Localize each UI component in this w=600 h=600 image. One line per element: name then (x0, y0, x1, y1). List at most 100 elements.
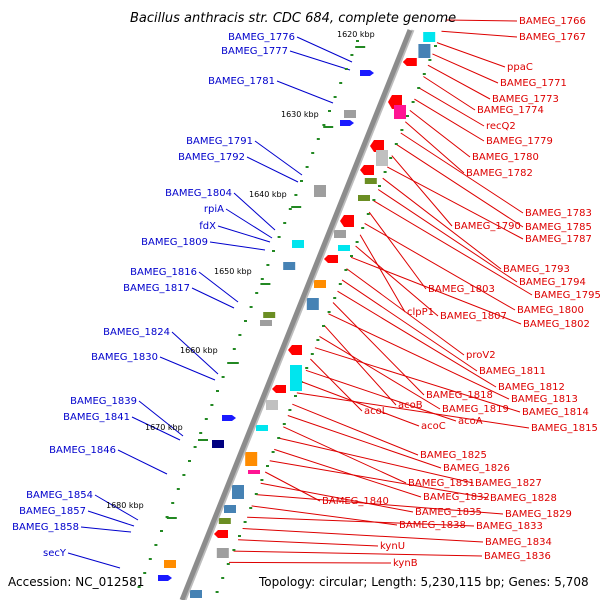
gene-label-right: BAMEG_1803 (428, 284, 495, 295)
minor-tick-left (305, 166, 309, 168)
gene-block (344, 110, 356, 118)
minor-tick-right (221, 577, 225, 579)
minor-tick-right (249, 507, 253, 509)
connector-line-left (276, 80, 334, 104)
gene-block (423, 32, 436, 42)
gene-label-right: BAMEG_1826 (443, 463, 510, 474)
kbp-tick-label: 1670 kbp (145, 423, 183, 432)
minor-tick-right (361, 227, 365, 229)
gene-block (248, 470, 260, 474)
gene-label-right: BAMEG_1800 (517, 305, 584, 316)
gene-block (376, 150, 388, 166)
minor-tick-right (355, 241, 359, 243)
connector-line-right (414, 98, 485, 142)
gene-block (263, 312, 276, 318)
minor-tick-left (356, 40, 359, 42)
minor-tick-left (176, 488, 180, 490)
connector-line-right (278, 437, 474, 484)
minor-tick-right (366, 213, 370, 215)
backbone-shadow (183, 29, 415, 600)
connector-line-left (131, 416, 181, 441)
gene-label-right: BAMEG_1811 (479, 366, 546, 377)
gene-label-left: BAMEG_1858 (12, 522, 79, 533)
gene-label-left: BAMEG_1777 (221, 46, 288, 57)
connector-line-left (80, 526, 132, 533)
minor-tick-left (188, 460, 191, 462)
gene-label-right: BAMEG_1825 (420, 450, 487, 461)
minor-tick-left (210, 404, 214, 406)
label-connector-lines (67, 19, 533, 569)
gene-block (218, 518, 231, 524)
minor-tick-left (232, 348, 236, 350)
connector-line-right (323, 324, 397, 406)
connector-line-right (301, 381, 420, 427)
connector-line-right (436, 42, 506, 68)
gene-label-left: BAMEG_1854 (26, 490, 93, 501)
gene-label-left: BAMEG_1792 (178, 152, 245, 163)
gene-label-right: BAMEG_1831 (408, 478, 475, 489)
minor-tick-left (238, 334, 242, 336)
connector-line-left (87, 510, 135, 527)
minor-tick-left (322, 124, 326, 126)
gene-block (292, 240, 304, 248)
gene-label-right: clpP1 (407, 307, 434, 318)
connector-line-right (337, 290, 497, 388)
gene-label-right: proV2 (466, 350, 496, 361)
gene-label-right: BAMEG_1795 (534, 290, 600, 301)
minor-tick-right (271, 451, 275, 453)
minor-tick-right (282, 423, 286, 425)
connector-line-right (441, 30, 518, 38)
gene-label-right: BAMEG_1832 (423, 492, 490, 503)
gene-block (290, 365, 302, 391)
minor-tick-left (199, 432, 203, 434)
backbone-line (179, 29, 413, 600)
gene-label-right: BAMEG_1814 (522, 407, 589, 418)
minor-tick-right (417, 87, 421, 89)
connector-line-right (247, 516, 475, 527)
reverse-gene-arrow (340, 215, 354, 227)
minor-tick-left (244, 320, 247, 322)
connector-line-right (445, 19, 518, 22)
connector-line-left (233, 192, 276, 231)
minor-tick-left (311, 152, 315, 154)
reverse-gene-arrow (214, 530, 228, 538)
gene-label-right: BAMEG_1774 (477, 105, 544, 116)
minor-tick-left (316, 138, 320, 140)
connector-line-right (396, 143, 524, 228)
gene-block (358, 195, 370, 201)
gene-block (256, 425, 268, 431)
minor-tick-left (328, 110, 331, 112)
minor-tick-right (232, 549, 236, 551)
gene-label-right: BAMEG_1834 (485, 537, 552, 548)
gene-block (283, 262, 296, 270)
gene-label-right: BAMEG_1840 (322, 496, 389, 507)
gene-label-left: BAMEG_1781 (208, 76, 275, 87)
connector-line-left (225, 208, 273, 239)
gene-label-left: BAMEG_1817 (123, 283, 190, 294)
connector-line-right (287, 415, 442, 469)
gene-block (394, 105, 406, 119)
minor-tick-left (266, 264, 270, 266)
gene-label-right: acoL (364, 406, 388, 417)
gene-label-right: BAMEG_1833 (476, 521, 543, 532)
gene-label-right: BAMEG_1827 (475, 478, 542, 489)
gene-label-left: BAMEG_1857 (19, 506, 86, 517)
connector-line-right (233, 550, 483, 557)
connector-line-left (198, 271, 239, 303)
minor-tick-left (277, 236, 281, 238)
gene-label-right: BAMEG_1819 (442, 404, 509, 415)
gene-label-right: BAMEG_1785 (525, 222, 592, 233)
connector-line-right (350, 256, 522, 325)
connector-line-right (238, 539, 379, 547)
minor-tick-left (227, 362, 231, 364)
gene-block (245, 452, 258, 466)
connector-line-right (359, 234, 406, 313)
connector-line-right (364, 222, 516, 311)
connector-line-right (256, 494, 504, 515)
kbp-tick-label: 1640 kbp (249, 190, 287, 199)
gene-label-right: BAMEG_1836 (484, 551, 551, 562)
connector-line-right (368, 211, 427, 290)
connector-line-left (117, 449, 168, 475)
gene-label-right: BAMEG_1787 (525, 234, 592, 245)
gene-features (158, 32, 436, 598)
